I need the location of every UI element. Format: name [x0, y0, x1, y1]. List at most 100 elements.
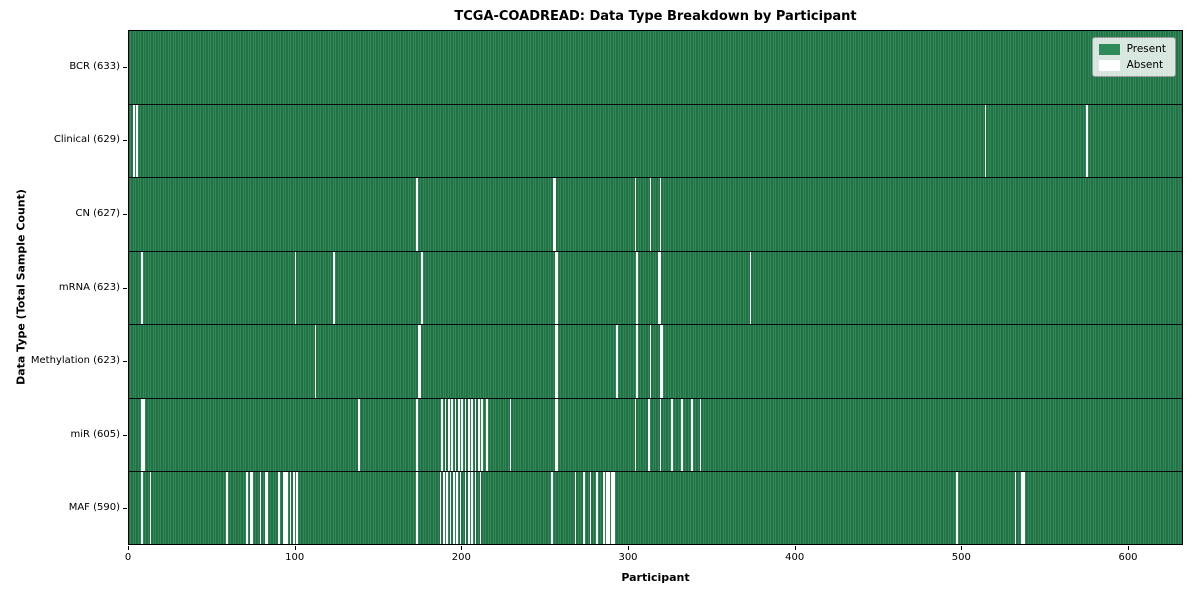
absent-stripe [554, 324, 557, 398]
x-tick-label: 200 [451, 552, 471, 563]
absent-stripe [556, 250, 559, 325]
absent-stripe [464, 397, 467, 472]
absent-stripe [357, 397, 360, 472]
heatmap-row-mrna [128, 250, 1183, 325]
x-axis-label: Participant [621, 571, 690, 584]
absent-stripe [286, 471, 289, 545]
absent-stripe [471, 397, 474, 472]
heatmap-row-bcr [128, 30, 1183, 104]
absent-stripe [141, 471, 144, 545]
absent-stripe [149, 471, 152, 545]
absent-swatch [1098, 59, 1120, 71]
row-divider [128, 324, 1183, 325]
legend-label: Absent [1126, 59, 1164, 71]
y-tick-mark [123, 508, 127, 510]
absent-stripe [556, 324, 559, 398]
absent-stripe [649, 324, 652, 398]
absent-stripe [226, 471, 229, 545]
absent-stripe [459, 471, 462, 545]
absent-stripe [984, 103, 987, 178]
absent-stripe [649, 177, 652, 251]
y-tick-label: BCR (633) [69, 60, 120, 72]
x-tick-mark [961, 546, 963, 550]
absent-stripe [691, 397, 694, 472]
x-tick-label: 600 [1118, 552, 1138, 563]
absent-stripe [556, 397, 559, 472]
absent-stripe [467, 471, 470, 545]
chart-title: TCGA-COADREAD: Data Type Breakdown by Pa… [454, 9, 857, 24]
absent-stripe [659, 250, 662, 325]
absent-stripe [551, 471, 554, 545]
absent-stripe [417, 324, 420, 398]
heatmap-row-clinical [128, 103, 1183, 178]
y-tick-label: Methylation (623) [30, 355, 120, 367]
absent-stripe [636, 324, 639, 398]
y-tick-label: miR (605) [70, 428, 120, 440]
row-divider [128, 104, 1183, 105]
absent-stripe [1014, 471, 1017, 545]
absent-stripe [292, 471, 295, 545]
x-tick-mark [294, 546, 296, 550]
absent-stripe [136, 103, 139, 178]
x-tick-mark [1128, 546, 1129, 550]
x-tick-label: 400 [785, 552, 805, 563]
absent-stripe [246, 471, 249, 545]
absent-stripe [657, 250, 660, 325]
legend-label: Present [1126, 43, 1166, 55]
absent-stripe [282, 471, 285, 545]
absent-stripe [419, 324, 422, 398]
absent-stripe [1086, 103, 1089, 178]
absent-stripe [456, 471, 459, 545]
absent-stripe [259, 471, 262, 545]
absent-stripe [447, 397, 450, 472]
absent-stripe [132, 103, 135, 178]
absent-stripe [142, 397, 145, 472]
absent-stripe [509, 397, 512, 472]
absent-stripe [464, 471, 467, 545]
x-tick-label: 500 [951, 552, 971, 563]
absent-stripe [451, 397, 454, 472]
absent-stripe [1021, 471, 1024, 545]
absent-stripe [296, 471, 299, 545]
absent-stripe [554, 177, 557, 251]
absent-stripe [332, 250, 335, 325]
absent-stripe [634, 397, 637, 472]
y-tick-label: Clinical (629) [53, 134, 120, 146]
absent-stripe [467, 397, 470, 472]
absent-stripe [461, 397, 464, 472]
absent-stripe [602, 471, 605, 545]
absent-stripe [1022, 471, 1025, 545]
row-divider [128, 471, 1183, 472]
absent-stripe [589, 471, 592, 545]
heatmap-row-maf [128, 471, 1183, 545]
absent-stripe [289, 471, 292, 545]
y-tick-label: CN (627) [75, 207, 120, 219]
absent-stripe [659, 397, 662, 472]
absent-stripe [421, 250, 424, 325]
absent-stripe [474, 397, 477, 472]
absent-stripe [249, 471, 252, 545]
absent-stripe [661, 324, 664, 398]
y-tick-label: MAF (590) [68, 502, 120, 514]
absent-stripe [141, 250, 144, 325]
absent-stripe [574, 471, 577, 545]
absent-stripe [636, 250, 639, 325]
x-tick-label: 100 [285, 552, 305, 563]
absent-stripe [659, 324, 662, 398]
absent-stripe [284, 471, 287, 545]
y-tick-mark [123, 287, 127, 289]
absent-stripe [141, 397, 144, 472]
absent-stripe [552, 177, 555, 251]
x-tick-mark [628, 546, 629, 550]
absent-stripe [612, 471, 615, 545]
absent-stripe [294, 250, 297, 325]
absent-stripe [439, 471, 442, 545]
absent-stripe [416, 471, 419, 545]
x-tick-mark [128, 546, 129, 550]
row-divider [128, 251, 1183, 252]
x-tick-label: 300 [618, 552, 638, 563]
absent-stripe [616, 324, 619, 398]
absent-stripe [634, 177, 637, 251]
legend-item: Absent [1098, 59, 1166, 71]
y-tick-mark [123, 213, 127, 215]
